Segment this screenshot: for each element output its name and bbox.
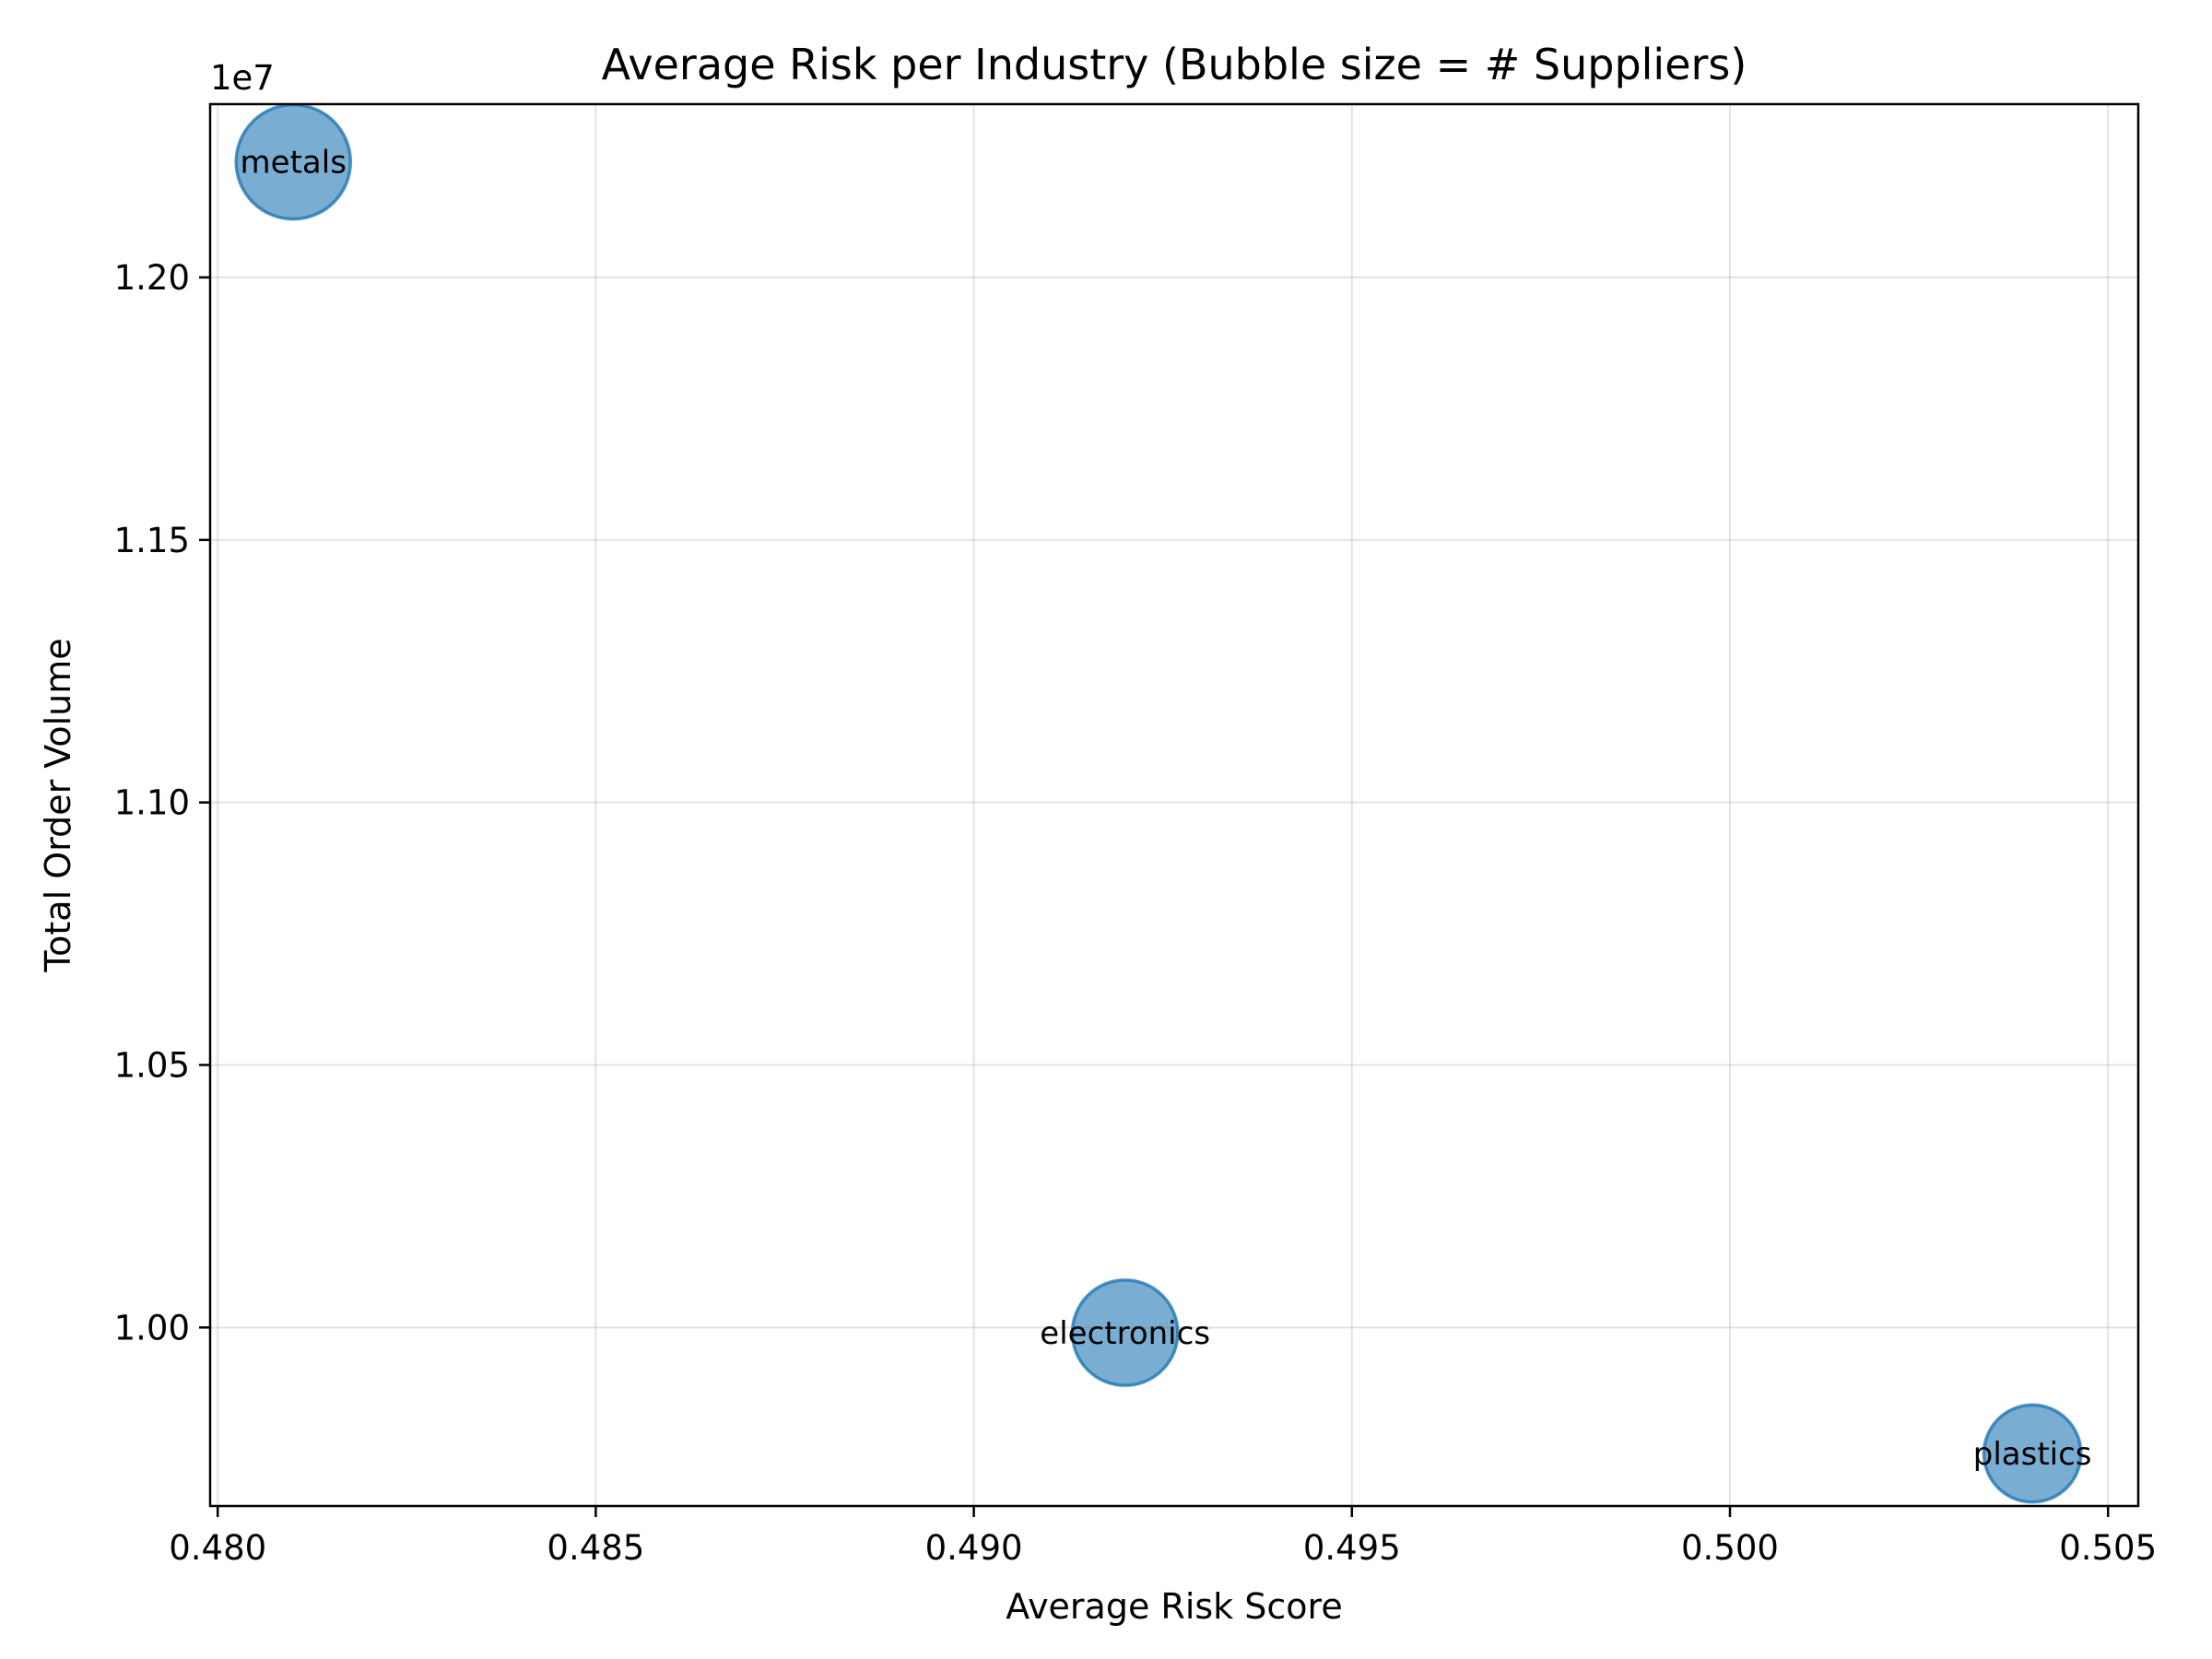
bubble-label-electronics: electronics [1040, 1315, 1210, 1352]
x-axis-label: Average Risk Score [1006, 1586, 1342, 1627]
bubble-layer: metals electronics plastics [234, 102, 2092, 1504]
x-tick-label: 0.505 [2059, 1528, 2157, 1568]
y-tick-label: 1.10 [114, 783, 190, 823]
x-tick-label: 0.485 [547, 1528, 644, 1568]
y-tick-label: 1.15 [114, 521, 190, 560]
chart-title: Average Risk per Industry (Bubble size =… [602, 40, 1747, 89]
plot-frame [208, 102, 2140, 1508]
grid-layer [210, 104, 2138, 1506]
y-tick-label: 1.20 [114, 258, 190, 298]
x-tick-label: 0.490 [925, 1528, 1023, 1568]
bubble-electronics [1070, 1278, 1180, 1387]
y-axis-offset-label: 1e7 [210, 58, 275, 98]
bubble-label-metals: metals [241, 145, 347, 182]
x-tick-label: 0.480 [169, 1528, 266, 1568]
y-tick-label: 1.00 [114, 1308, 190, 1347]
tick-layer: 0.480 0.485 0.490 0.495 0.500 0.505 1.00 1.05 1.… [114, 258, 2158, 1568]
y-tick-label: 1.05 [114, 1045, 190, 1085]
x-tick-label: 0.495 [1303, 1528, 1401, 1568]
bubble-plastics [1982, 1403, 2083, 1504]
bubble-label-plastics: plastics [1973, 1436, 2092, 1473]
x-tick-label: 0.500 [1681, 1528, 1779, 1568]
y-axis-label: Total Order Volume [38, 638, 78, 972]
